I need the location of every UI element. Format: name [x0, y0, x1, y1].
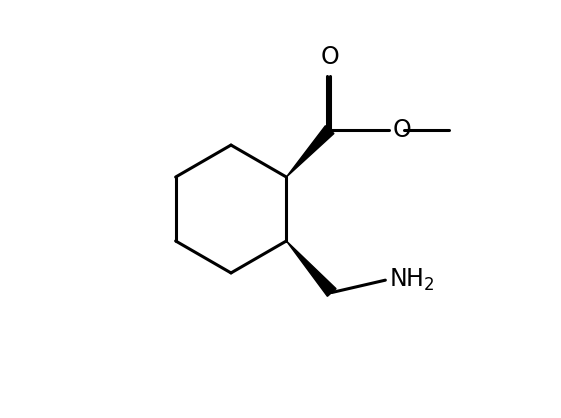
Polygon shape: [286, 126, 334, 177]
Text: O: O: [320, 45, 339, 69]
Text: O: O: [393, 117, 412, 142]
Polygon shape: [286, 241, 336, 296]
Text: NH$_2$: NH$_2$: [389, 267, 434, 293]
